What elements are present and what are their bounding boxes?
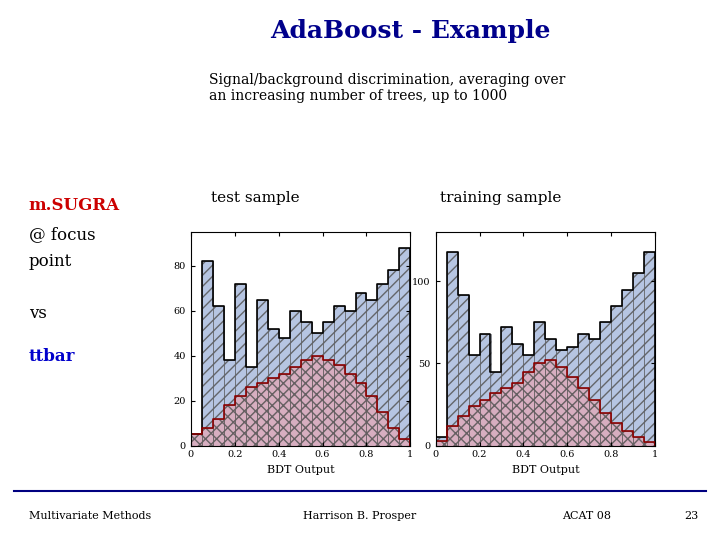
Bar: [279, 338, 289, 446]
Bar: [458, 294, 469, 446]
Text: m.SUGRA: m.SUGRA: [29, 197, 120, 214]
Bar: [523, 355, 534, 445]
Bar: [501, 388, 513, 446]
Bar: [436, 441, 446, 446]
Bar: [600, 413, 611, 446]
Bar: [557, 350, 567, 446]
Bar: [356, 383, 366, 445]
Bar: [213, 306, 224, 445]
Bar: [446, 252, 458, 446]
Text: Signal/background discrimination, averaging over
an increasing number of trees, : Signal/background discrimination, averag…: [209, 73, 565, 103]
Bar: [356, 293, 366, 446]
Text: test sample: test sample: [211, 191, 300, 205]
Bar: [246, 367, 257, 446]
Bar: [589, 339, 600, 446]
Bar: [469, 406, 480, 445]
Text: training sample: training sample: [440, 191, 561, 205]
Bar: [400, 248, 410, 446]
Bar: [301, 322, 312, 446]
Bar: [458, 416, 469, 446]
X-axis label: BDT Output: BDT Output: [512, 465, 579, 475]
Text: @ focus: @ focus: [29, 226, 96, 244]
Bar: [644, 442, 655, 446]
Bar: [622, 289, 634, 445]
Bar: [268, 329, 279, 446]
Bar: [546, 360, 557, 445]
Bar: [289, 367, 301, 446]
Text: point: point: [29, 253, 72, 271]
Text: 23: 23: [684, 511, 698, 521]
Bar: [323, 360, 333, 445]
Bar: [191, 434, 202, 446]
Bar: [366, 300, 377, 446]
Bar: [191, 434, 202, 446]
Bar: [279, 374, 289, 445]
Text: AdaBoost - Example: AdaBoost - Example: [270, 19, 551, 43]
Bar: [513, 383, 523, 446]
Bar: [213, 418, 224, 445]
Bar: [235, 284, 246, 446]
Text: ACAT 08: ACAT 08: [562, 511, 611, 521]
Bar: [235, 396, 246, 446]
Bar: [634, 437, 644, 446]
Bar: [202, 261, 213, 446]
Bar: [578, 334, 589, 445]
Bar: [546, 339, 557, 446]
Bar: [578, 388, 589, 446]
Bar: [446, 426, 458, 445]
Bar: [345, 311, 356, 446]
Bar: [567, 376, 578, 446]
Bar: [202, 428, 213, 445]
Text: Harrison B. Prosper: Harrison B. Prosper: [303, 511, 417, 521]
Bar: [534, 322, 546, 446]
Bar: [600, 322, 611, 446]
Bar: [224, 405, 235, 446]
Bar: [490, 372, 501, 446]
Bar: [611, 306, 622, 445]
Bar: [389, 428, 400, 445]
Bar: [345, 374, 356, 445]
Bar: [644, 252, 655, 446]
Bar: [366, 396, 377, 446]
Bar: [333, 306, 345, 445]
Bar: [622, 431, 634, 445]
Bar: [268, 378, 279, 446]
Bar: [557, 367, 567, 446]
Bar: [589, 400, 600, 446]
Bar: [523, 372, 534, 446]
Text: Multivariate Methods: Multivariate Methods: [29, 511, 151, 521]
Bar: [501, 327, 513, 446]
Bar: [490, 393, 501, 446]
Bar: [567, 347, 578, 446]
Bar: [312, 333, 323, 446]
Bar: [389, 271, 400, 446]
Text: ttbar: ttbar: [29, 348, 76, 365]
Bar: [312, 356, 323, 446]
Bar: [323, 322, 333, 446]
Bar: [436, 437, 446, 446]
Bar: [611, 422, 622, 446]
Bar: [469, 355, 480, 445]
X-axis label: BDT Output: BDT Output: [267, 465, 334, 475]
Bar: [257, 300, 268, 446]
Bar: [534, 363, 546, 446]
Text: vs: vs: [29, 305, 47, 322]
Bar: [377, 412, 389, 445]
Bar: [301, 360, 312, 445]
Bar: [634, 273, 644, 446]
Bar: [224, 360, 235, 445]
Bar: [480, 400, 490, 446]
Bar: [333, 364, 345, 445]
Bar: [513, 344, 523, 446]
Bar: [246, 387, 257, 446]
Bar: [480, 334, 490, 445]
Bar: [377, 284, 389, 446]
Bar: [289, 311, 301, 446]
Bar: [400, 439, 410, 446]
Bar: [257, 383, 268, 445]
